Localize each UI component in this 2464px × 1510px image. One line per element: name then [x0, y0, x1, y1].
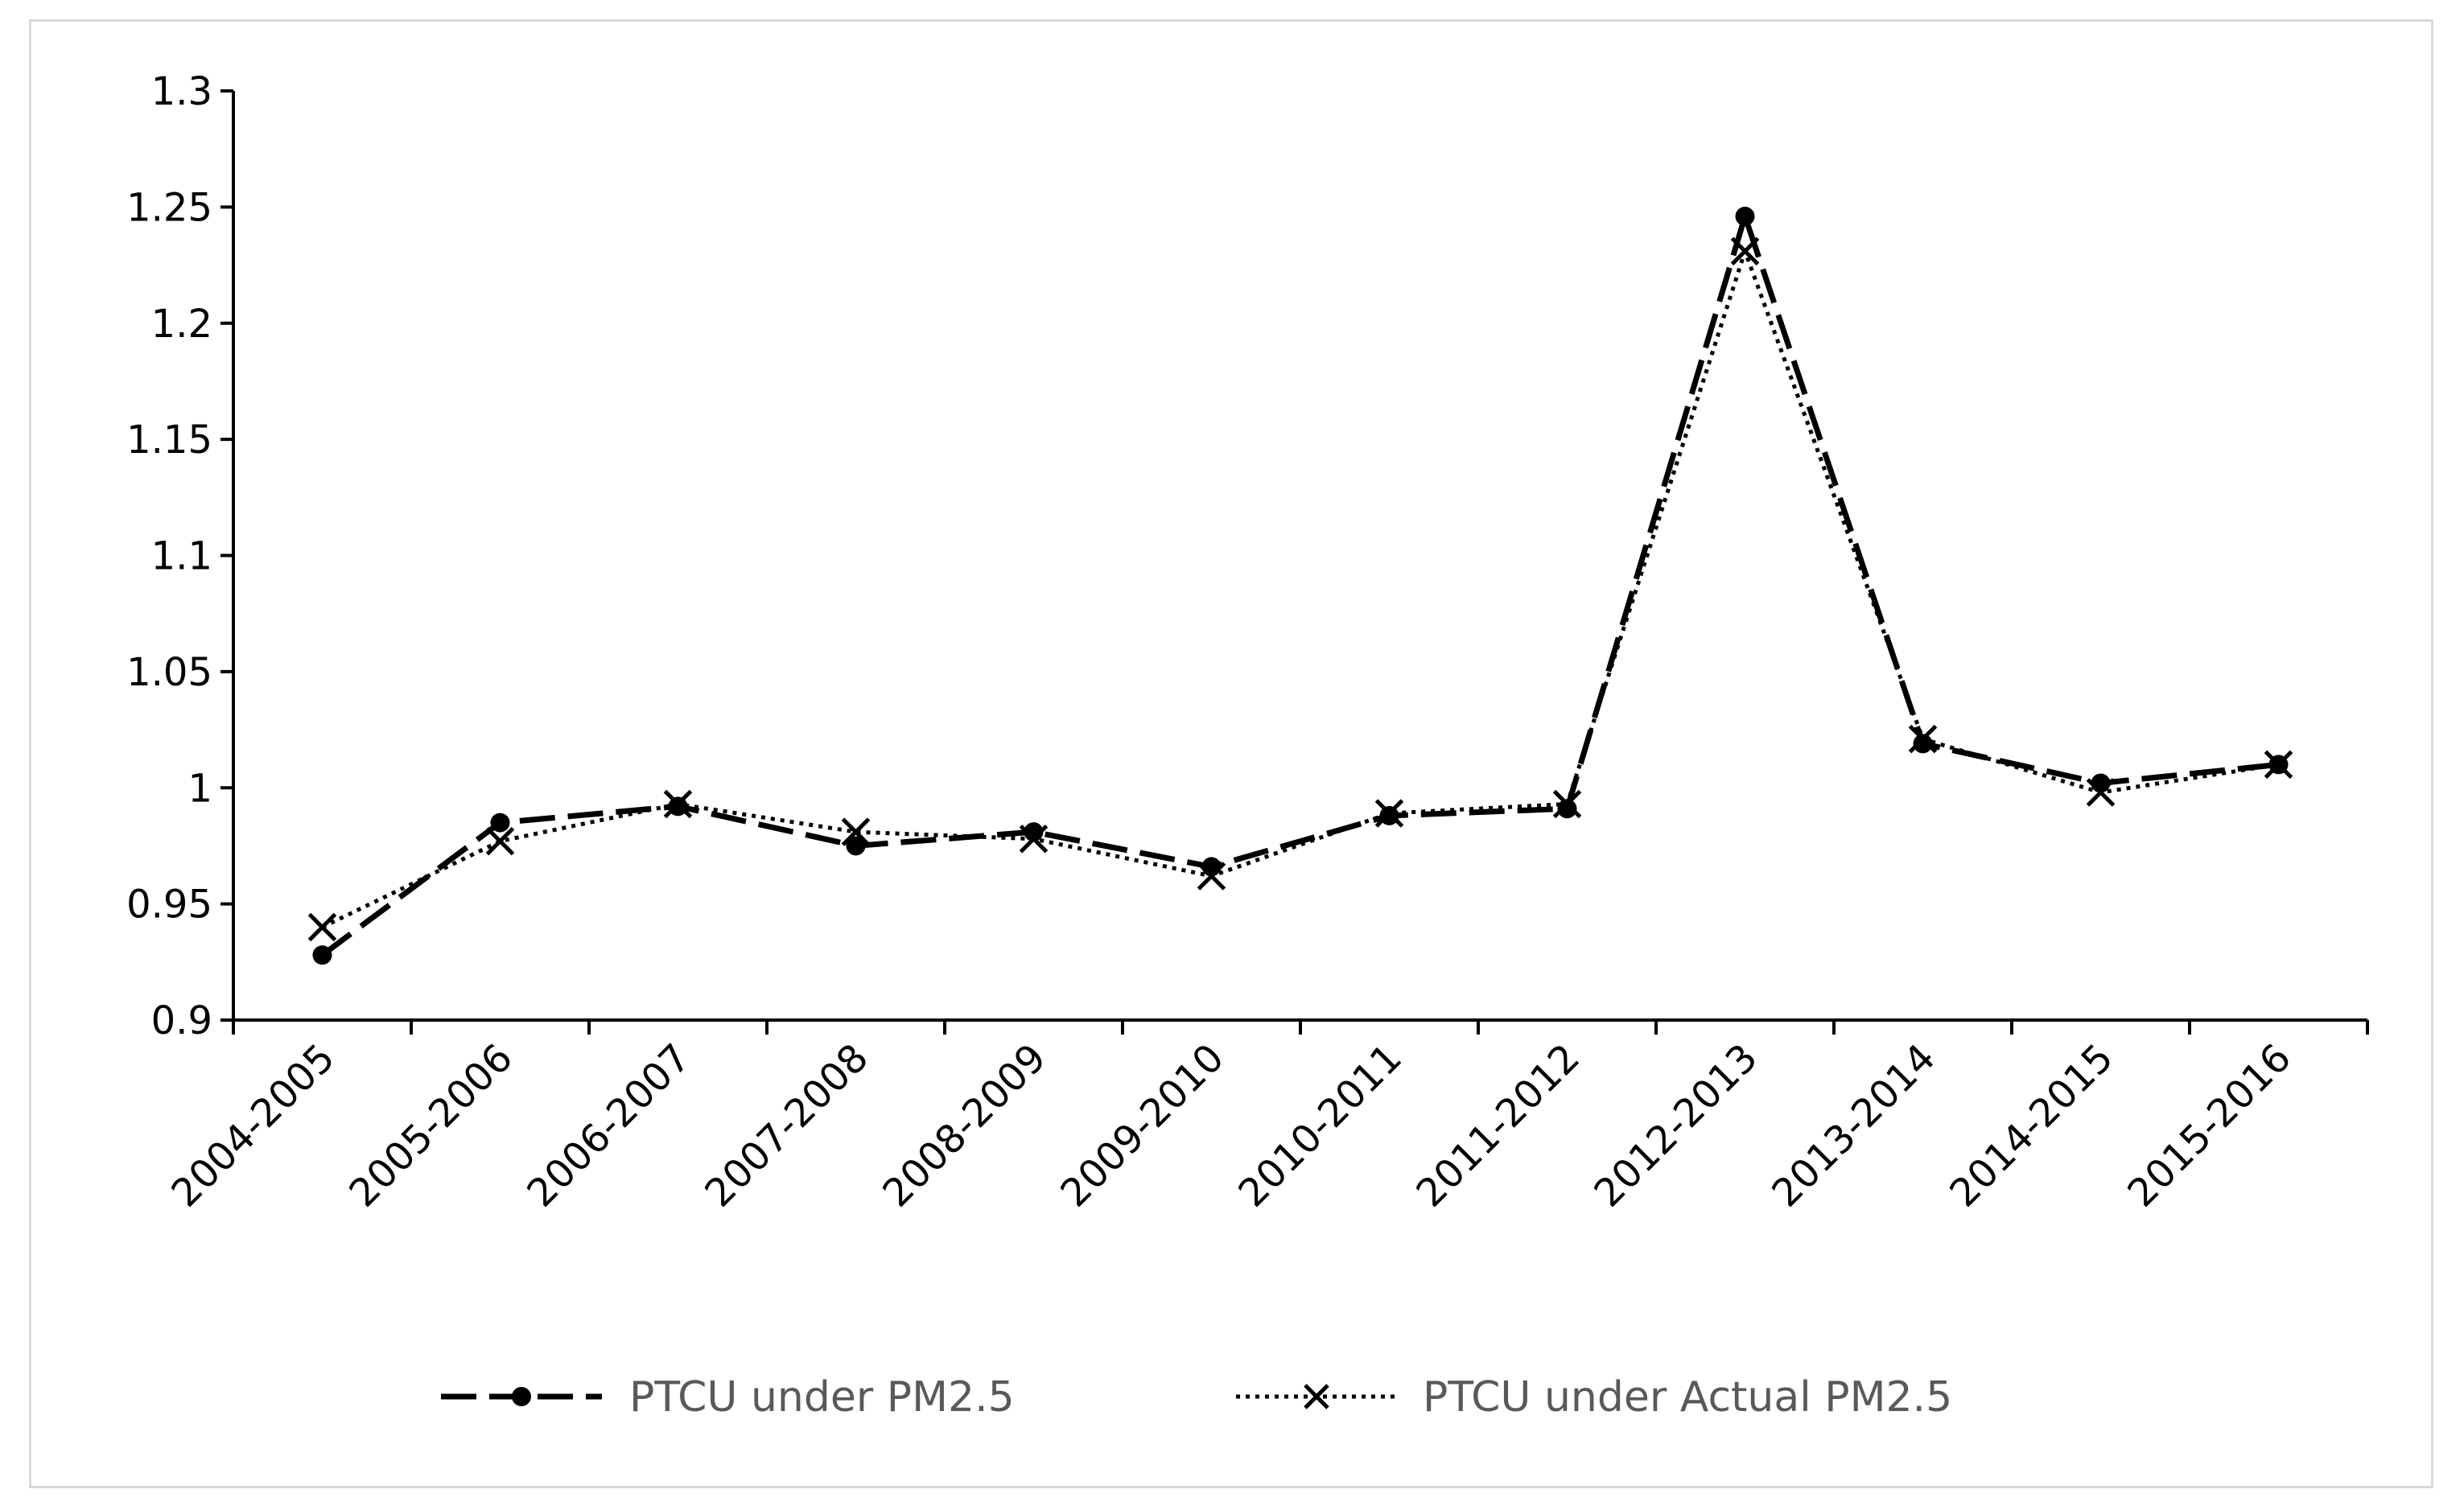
x-tick-label: 2012-2013 — [1585, 1035, 1766, 1216]
legend-label-ptcu-pm25: PTCU under PM2.5 — [629, 1373, 1015, 1422]
y-axis: 0.9 0.95 1 1.05 1.1 1.15 1.2 1.25 1.3 — [126, 69, 235, 1043]
series-line-1 — [320, 213, 2279, 957]
y-tick-label: 1.2 — [151, 302, 212, 347]
data-point-x — [1374, 799, 1404, 828]
legend-item-ptcu-actual-pm25: PTCU under Actual PM2.5 — [1236, 1373, 1952, 1422]
x-axis: 2004-20052005-20062006-20072007-20082008… — [163, 1018, 2369, 1216]
y-tick-label: 0.9 — [151, 998, 212, 1043]
y-tick-label: 1.1 — [151, 534, 212, 579]
data-point-circle — [490, 813, 510, 833]
data-point-x — [485, 826, 515, 856]
legend: PTCU under PM2.5 PTCU under Actual PM2.5 — [441, 1373, 1952, 1422]
x-tick-label: 2010-2011 — [1230, 1035, 1411, 1216]
x-tick-label: 2014-2015 — [1941, 1035, 2122, 1216]
data-point-x — [307, 912, 337, 942]
y-tick-label: 1.15 — [126, 418, 212, 463]
y-tick-label: 0.95 — [126, 883, 212, 928]
y-tick-label: 1.05 — [126, 650, 212, 695]
x-tick-label: 2004-2005 — [163, 1035, 344, 1216]
data-point-circle — [312, 945, 332, 965]
y-tick-label: 1.3 — [151, 69, 212, 114]
x-tick-label: 2008-2009 — [874, 1035, 1055, 1216]
y-tick-label: 1.25 — [126, 185, 212, 230]
legend-item-ptcu-pm25: PTCU under PM2.5 — [441, 1373, 1015, 1422]
legend-marker-circle — [512, 1387, 531, 1406]
data-point-circle — [1557, 799, 1577, 819]
series-lines — [307, 206, 2293, 965]
legend-marker-x — [1304, 1384, 1329, 1409]
data-point-x — [1019, 825, 1049, 854]
x-tick-label: 2005-2006 — [340, 1035, 521, 1216]
legend-label-ptcu-actual-pm25: PTCU under Actual PM2.5 — [1423, 1373, 1952, 1422]
data-point-x — [663, 789, 693, 819]
chart-frame — [29, 19, 2433, 1488]
data-point-x — [1197, 862, 1226, 891]
data-point-circle — [1913, 734, 1933, 754]
x-tick-label: 2015-2016 — [2119, 1035, 2300, 1216]
x-tick-label: 2011-2012 — [1407, 1035, 1588, 1216]
y-tick-label: 1 — [187, 766, 212, 811]
data-point-x — [1552, 789, 1582, 819]
data-point-circle — [846, 836, 866, 856]
data-point-x — [841, 817, 871, 846]
x-tick-label: 2013-2014 — [1763, 1035, 1944, 1216]
data-point-x — [2086, 778, 2116, 807]
data-point-x — [1730, 237, 1760, 266]
x-tick-label: 2006-2007 — [518, 1035, 699, 1216]
data-point-x — [1908, 724, 1938, 754]
x-tick-label: 2007-2008 — [696, 1035, 877, 1216]
series-line-2 — [321, 249, 2279, 929]
data-point-circle — [1735, 206, 1755, 226]
data-point-x — [2264, 750, 2293, 780]
x-tick-label: 2009-2010 — [1052, 1035, 1233, 1216]
